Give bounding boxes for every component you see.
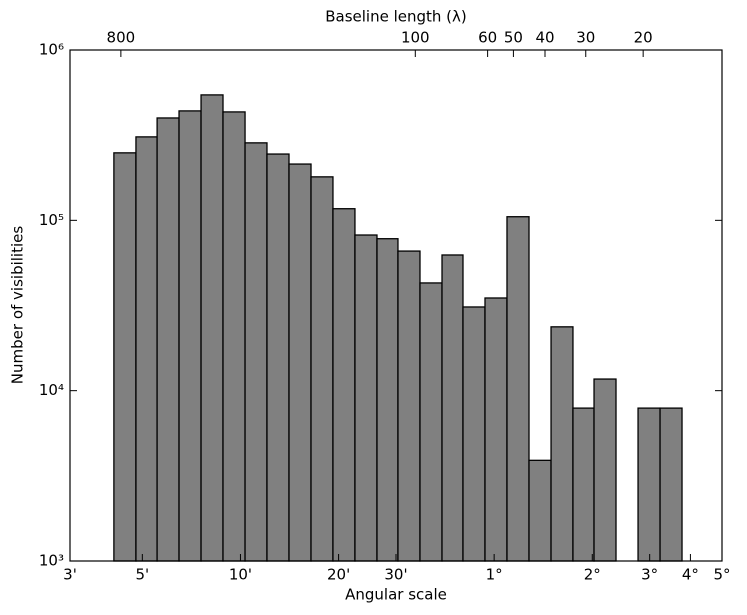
bar: [156, 117, 180, 562]
bar: [178, 110, 202, 562]
bar: [506, 216, 530, 562]
bar: [637, 407, 661, 562]
x2-tick-label: 100: [401, 29, 430, 47]
x2-axis-label: Baseline length (λ): [325, 8, 467, 26]
x-tick-label: 30': [384, 566, 407, 584]
x-tick-label: 3': [63, 566, 77, 584]
bar: [354, 234, 378, 562]
y-tick-label: 10³: [39, 552, 64, 570]
bar: [659, 407, 683, 562]
x-tick-label: 2°: [584, 566, 601, 584]
bar: [441, 254, 464, 562]
bar: [310, 176, 334, 562]
y-tick-label: 10⁴: [39, 381, 64, 399]
bar: [376, 238, 399, 562]
x2-tick-label: 50: [504, 29, 523, 47]
x2-tick-label: 30: [576, 29, 595, 47]
bar: [462, 306, 486, 562]
bar: [550, 326, 574, 562]
y-tick-label: 10⁵: [39, 211, 64, 229]
bar: [419, 282, 443, 562]
x-tick-label: 4°: [682, 566, 699, 584]
x-axis-label: Angular scale: [345, 586, 447, 604]
bar: [484, 297, 508, 562]
bar: [222, 111, 246, 562]
x-tick-label: 5': [135, 566, 149, 584]
x2-tick-label: 20: [634, 29, 653, 47]
y-tick-label: 10⁶: [39, 41, 64, 59]
bar: [288, 163, 312, 562]
bar: [200, 94, 224, 562]
x-tick-label: 3°: [641, 566, 658, 584]
bar: [572, 407, 595, 562]
bar: [113, 152, 137, 562]
x2-tick-label: 40: [535, 29, 554, 47]
bar: [397, 250, 421, 562]
x-tick-label: 10': [229, 566, 252, 584]
bar: [332, 208, 356, 562]
x-tick-label: 1°: [486, 566, 503, 584]
x2-tick-label: 60: [478, 29, 497, 47]
y-axis-label: Number of visibilities: [9, 226, 27, 385]
bar: [135, 136, 158, 562]
bar: [528, 459, 552, 562]
x-tick-label: 5°: [713, 566, 730, 584]
bar: [244, 142, 268, 562]
bar: [266, 153, 290, 562]
x2-tick-label: 800: [107, 29, 136, 47]
bar: [593, 378, 617, 562]
x-tick-label: 20': [327, 566, 350, 584]
